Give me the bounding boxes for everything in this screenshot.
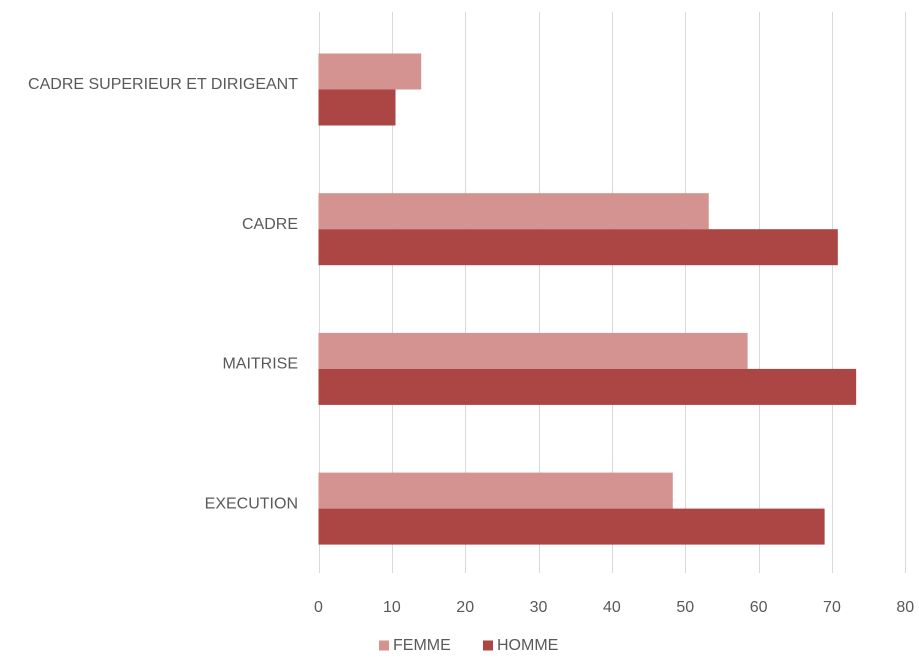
category-label-cadre-superieur-et-dirigeant: CADRE SUPERIEUR ET DIRIGEANT [28, 76, 298, 93]
legend: FEMME HOMME [379, 637, 558, 654]
bar-homme-execution [318, 508, 825, 545]
legend-label-homme: HOMME [497, 637, 558, 654]
bars [318, 53, 857, 545]
bar-homme-cadre [318, 229, 838, 266]
x-tick-labels: 0 10 20 30 40 50 60 70 80 [314, 599, 914, 616]
bar-homme-cadre-superieur-et-dirigeant [318, 89, 396, 126]
x-tick-label-30: 30 [530, 599, 548, 616]
x-tick-label-60: 60 [750, 599, 768, 616]
x-tick-label-0: 0 [314, 599, 323, 616]
legend-swatch-homme [483, 640, 493, 651]
category-label-cadre: CADRE [242, 216, 298, 233]
x-tick-label-20: 20 [456, 599, 474, 616]
category-label-execution: EXECUTION [205, 495, 298, 512]
bar-homme-maitrise [318, 368, 857, 405]
x-tick-label-50: 50 [676, 599, 694, 616]
x-tick-label-80: 80 [896, 599, 914, 616]
bar-femme-execution [318, 472, 673, 509]
x-tick-label-70: 70 [823, 599, 841, 616]
category-label-maitrise: MAITRISE [222, 356, 298, 373]
bar-femme-cadre [318, 193, 709, 230]
legend-swatch-femme [379, 640, 389, 651]
x-tick-label-40: 40 [603, 599, 621, 616]
x-tick-label-10: 10 [383, 599, 401, 616]
bar-femme-cadre-superieur-et-dirigeant [318, 53, 422, 90]
category-labels: CADRE SUPERIEUR ET DIRIGEANT CADRE MAITRIS… [28, 76, 298, 512]
bar-femme-maitrise [318, 332, 748, 369]
legend-label-femme: FEMME [393, 637, 451, 654]
